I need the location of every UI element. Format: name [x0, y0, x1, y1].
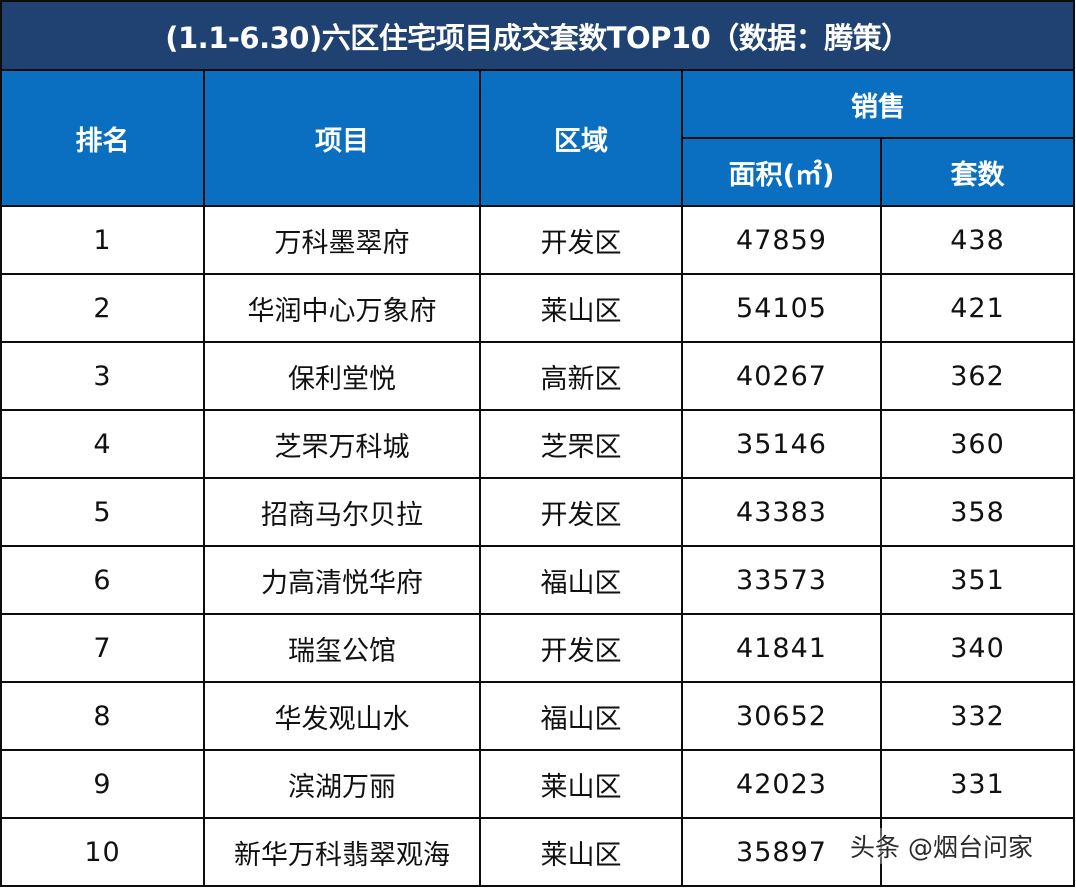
- cell-area: 30652: [681, 681, 882, 751]
- cell-project: 华发观山水: [203, 681, 481, 751]
- header-row-2: 面积(㎡) 套数: [1, 137, 1076, 207]
- table-row: 6 力高清悦华府 福山区 33573 351: [0, 545, 1076, 615]
- cell-rank: 9: [0, 749, 205, 819]
- cell-area: 47859: [681, 205, 882, 275]
- cell-district: 开发区: [479, 477, 683, 547]
- header-area: 面积(㎡): [681, 137, 882, 207]
- cell-units: 340: [879, 613, 1076, 683]
- cell-district: 开发区: [479, 205, 683, 275]
- cell-project: 新华万科翡翠观海: [203, 817, 481, 887]
- header-rank: 排名: [0, 69, 205, 207]
- table-row: 9 滨湖万丽 莱山区 42023 331: [0, 749, 1076, 819]
- cell-project: 保利堂悦: [203, 341, 481, 411]
- cell-units: 351: [879, 545, 1076, 615]
- cell-units: 438: [879, 205, 1076, 275]
- header-sales-group: 销售: [680, 69, 1076, 139]
- table-row: 2 华润中心万象府 莱山区 54105 421: [0, 273, 1076, 343]
- cell-rank: 1: [0, 205, 205, 275]
- table-title: (1.1-6.30)六区住宅项目成交套数TOP10（数据：腾策）: [0, 0, 1076, 71]
- cell-area: 33573: [681, 545, 882, 615]
- header-district: 区域: [479, 69, 683, 207]
- cell-units: 360: [879, 409, 1076, 479]
- cell-area: 42023: [681, 749, 882, 819]
- header-row-1: 排名 项目 区域 销售: [0, 69, 1076, 207]
- title-row: (1.1-6.30)六区住宅项目成交套数TOP10（数据：腾策）: [0, 0, 1076, 71]
- table-row: 1 万科墨翠府 开发区 47859 438: [0, 205, 1076, 275]
- cell-project: 滨湖万丽: [203, 749, 481, 819]
- cell-units: 362: [879, 341, 1076, 411]
- cell-district: 莱山区: [479, 273, 683, 343]
- cell-rank: 4: [0, 409, 205, 479]
- table-row: 4 芝罘万科城 芝罘区 35146 360: [0, 409, 1076, 479]
- cell-area: 41841: [681, 613, 882, 683]
- cell-units: 331: [879, 749, 1076, 819]
- cell-units: 421: [879, 273, 1076, 343]
- cell-rank: 10: [0, 817, 205, 887]
- cell-area: 35897: [681, 817, 882, 887]
- cell-project: 招商马尔贝拉: [203, 477, 481, 547]
- table-row: 3 保利堂悦 高新区 40267 362: [0, 341, 1076, 411]
- cell-rank: 8: [0, 681, 205, 751]
- cell-area: 43383: [681, 477, 882, 547]
- cell-district: 高新区: [479, 341, 683, 411]
- cell-units: 332: [879, 681, 1076, 751]
- table-row: 7 瑞玺公馆 开发区 41841 340: [0, 613, 1076, 683]
- cell-project: 瑞玺公馆: [203, 613, 481, 683]
- cell-rank: 5: [0, 477, 205, 547]
- cell-district: 莱山区: [479, 817, 683, 887]
- cell-rank: 2: [0, 273, 205, 343]
- table-row: 5 招商马尔贝拉 开发区 43383 358: [0, 477, 1076, 547]
- table-row: 8 华发观山水 福山区 30652 332: [0, 681, 1076, 751]
- cell-project: 芝罘万科城: [203, 409, 481, 479]
- cell-rank: 7: [0, 613, 205, 683]
- cell-rank: 6: [0, 545, 205, 615]
- cell-rank: 3: [0, 341, 205, 411]
- cell-district: 福山区: [479, 681, 683, 751]
- cell-project: 力高清悦华府: [203, 545, 481, 615]
- cell-area: 54105: [681, 273, 882, 343]
- cell-units: 358: [879, 477, 1076, 547]
- cell-area: 40267: [681, 341, 882, 411]
- table-row: 10 新华万科翡翠观海 莱山区 35897: [0, 817, 1076, 887]
- cell-project: 华润中心万象府: [203, 273, 481, 343]
- cell-district: 莱山区: [479, 749, 683, 819]
- cell-area: 35146: [681, 409, 882, 479]
- header-project: 项目: [203, 69, 481, 207]
- cell-project: 万科墨翠府: [203, 205, 481, 275]
- cell-district: 开发区: [479, 613, 683, 683]
- cell-units: [879, 817, 1076, 887]
- cell-district: 芝罘区: [479, 409, 683, 479]
- table-body: 1 万科墨翠府 开发区 47859 438 2 华润中心万象府 莱山区 5410…: [0, 205, 1076, 887]
- header-units: 套数: [879, 137, 1076, 207]
- cell-district: 福山区: [479, 545, 683, 615]
